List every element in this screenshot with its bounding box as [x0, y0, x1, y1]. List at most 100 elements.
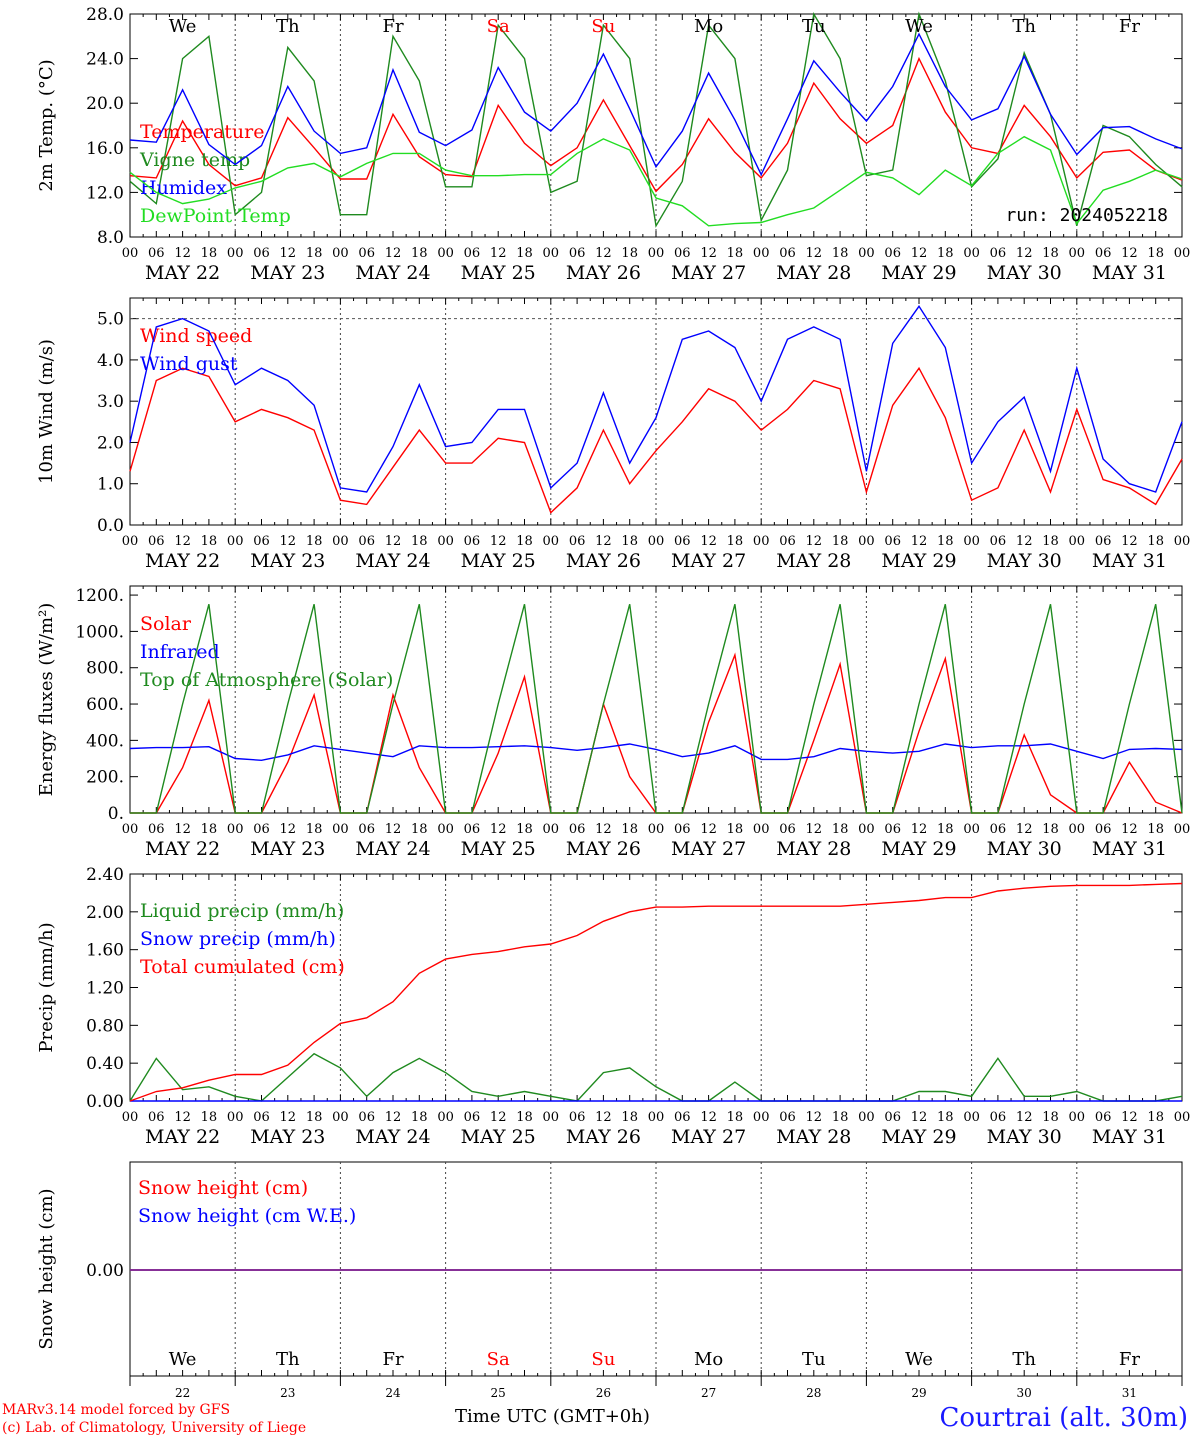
date-label: MAY 29 [881, 1126, 956, 1148]
hour-tick-label: 00 [648, 246, 665, 261]
y-axis-label: 2m Temp. (°C) [36, 59, 57, 191]
hour-tick-label: 18 [1147, 1110, 1164, 1125]
hour-tick-label: 18 [727, 822, 744, 837]
hour-tick-label: 00 [122, 1110, 139, 1125]
hour-tick-label: 06 [990, 822, 1007, 837]
hour-tick-label: 06 [569, 1110, 586, 1125]
date-label: MAY 24 [355, 262, 430, 284]
y-tick-label: 400. [86, 731, 124, 751]
date-label: MAY 23 [250, 838, 325, 860]
weekday-label: Th [1012, 16, 1036, 37]
hour-tick-label: 12 [385, 1110, 402, 1125]
hour-tick-label: 18 [306, 822, 323, 837]
hour-tick-label: 06 [884, 534, 901, 549]
hour-tick-label: 06 [358, 822, 375, 837]
hour-tick-label: 00 [963, 822, 980, 837]
hour-tick-label: 12 [700, 822, 717, 837]
weekday-label: We [169, 16, 197, 37]
series-line-infrared [129, 743, 1183, 762]
hour-tick-label: 18 [937, 1110, 954, 1125]
date-label: MAY 22 [145, 1126, 220, 1148]
day-number-label: 25 [491, 1386, 506, 1400]
hour-tick-label: 06 [148, 246, 165, 261]
hour-tick-label: 06 [1095, 534, 1112, 549]
hour-tick-label: 00 [437, 1110, 454, 1125]
y-tick-label: 12.0 [86, 183, 124, 203]
day-number-label: 31 [1122, 1386, 1137, 1400]
hour-tick-label: 06 [253, 534, 270, 549]
y-tick-label: 1200. [75, 586, 124, 606]
day-number-label: 28 [806, 1386, 821, 1400]
weekday-label: Th [1012, 1349, 1036, 1370]
hour-tick-label: 18 [516, 1110, 533, 1125]
y-tick-label: 0. [108, 804, 124, 824]
hour-tick-label: 18 [1042, 822, 1059, 837]
hour-tick-label: 18 [937, 822, 954, 837]
hour-tick-label: 00 [858, 1110, 875, 1125]
y-tick-label: 1000. [75, 622, 124, 642]
hour-tick-label: 00 [227, 1110, 244, 1125]
date-label: MAY 25 [461, 838, 536, 860]
weekday-label: Su [591, 16, 615, 37]
hour-tick-label: 12 [174, 1110, 191, 1125]
hour-tick-label: 00 [227, 246, 244, 261]
hour-tick-label: 12 [174, 822, 191, 837]
hour-tick-label: 12 [174, 534, 191, 549]
date-label: MAY 25 [461, 1126, 536, 1148]
hour-tick-label: 06 [464, 534, 481, 549]
weekday-label: Tu [802, 1349, 826, 1370]
legend-entry: Infrared [140, 641, 220, 663]
hour-tick-label: 18 [621, 822, 638, 837]
hour-tick-label: 06 [779, 1110, 796, 1125]
hour-tick-label: 06 [990, 1110, 1007, 1125]
hour-tick-label: 12 [911, 1110, 928, 1125]
series-line-total-cumulated-cm- [129, 882, 1183, 1102]
hour-tick-label: 00 [1069, 534, 1086, 549]
weekday-label: Th [276, 1349, 300, 1370]
hour-tick-label: 12 [490, 1110, 507, 1125]
hour-tick-label: 00 [122, 246, 139, 261]
series-line-humidex [129, 32, 1183, 177]
hour-tick-label: 00 [437, 246, 454, 261]
series-line-temperature [129, 56, 1183, 193]
date-label: MAY 27 [671, 262, 746, 284]
y-axis-label: Precip (mm/h) [36, 922, 57, 1052]
series-line-wind-gust [129, 305, 1183, 493]
hour-tick-label: 18 [411, 246, 428, 261]
hour-tick-label: 00 [1069, 822, 1086, 837]
legend-entry: Total cumulated (cm) [140, 956, 345, 978]
hour-tick-label: 12 [911, 534, 928, 549]
hour-tick-label: 18 [201, 534, 218, 549]
date-label: MAY 30 [987, 262, 1062, 284]
hour-tick-label: 18 [727, 1110, 744, 1125]
hour-tick-label: 12 [280, 246, 297, 261]
weekday-label: Mo [694, 16, 723, 37]
hour-tick-label: 06 [674, 534, 691, 549]
weekday-label: Fr [1119, 16, 1140, 37]
hour-tick-label: 06 [358, 1110, 375, 1125]
lab-credit: (c) Lab. of Climatology, University of L… [2, 1420, 307, 1436]
legend-entry: Wind gust [140, 353, 238, 375]
y-tick-label: 0.00 [86, 1261, 124, 1281]
hour-tick-label: 12 [700, 534, 717, 549]
hour-tick-label: 12 [490, 822, 507, 837]
weekday-label: We [169, 1349, 197, 1370]
hour-tick-label: 06 [779, 246, 796, 261]
hour-tick-label: 06 [253, 822, 270, 837]
hour-tick-label: 06 [253, 1110, 270, 1125]
hour-tick-label: 12 [595, 1110, 612, 1125]
hour-tick-label: 00 [543, 534, 560, 549]
day-number-label: 23 [280, 1386, 295, 1400]
hour-tick-label: 00 [543, 822, 560, 837]
panel-2-frame [129, 585, 1183, 814]
hour-tick-label: 18 [621, 534, 638, 549]
hour-tick-label: 06 [884, 822, 901, 837]
hour-tick-label: 12 [174, 246, 191, 261]
hour-tick-label: 12 [385, 534, 402, 549]
date-label: MAY 26 [566, 262, 641, 284]
hour-tick-label: 06 [674, 822, 691, 837]
hour-tick-label: 06 [779, 822, 796, 837]
hour-tick-label: 00 [1174, 822, 1191, 837]
y-tick-label: 20.0 [86, 94, 124, 114]
date-label: MAY 31 [1092, 838, 1167, 860]
